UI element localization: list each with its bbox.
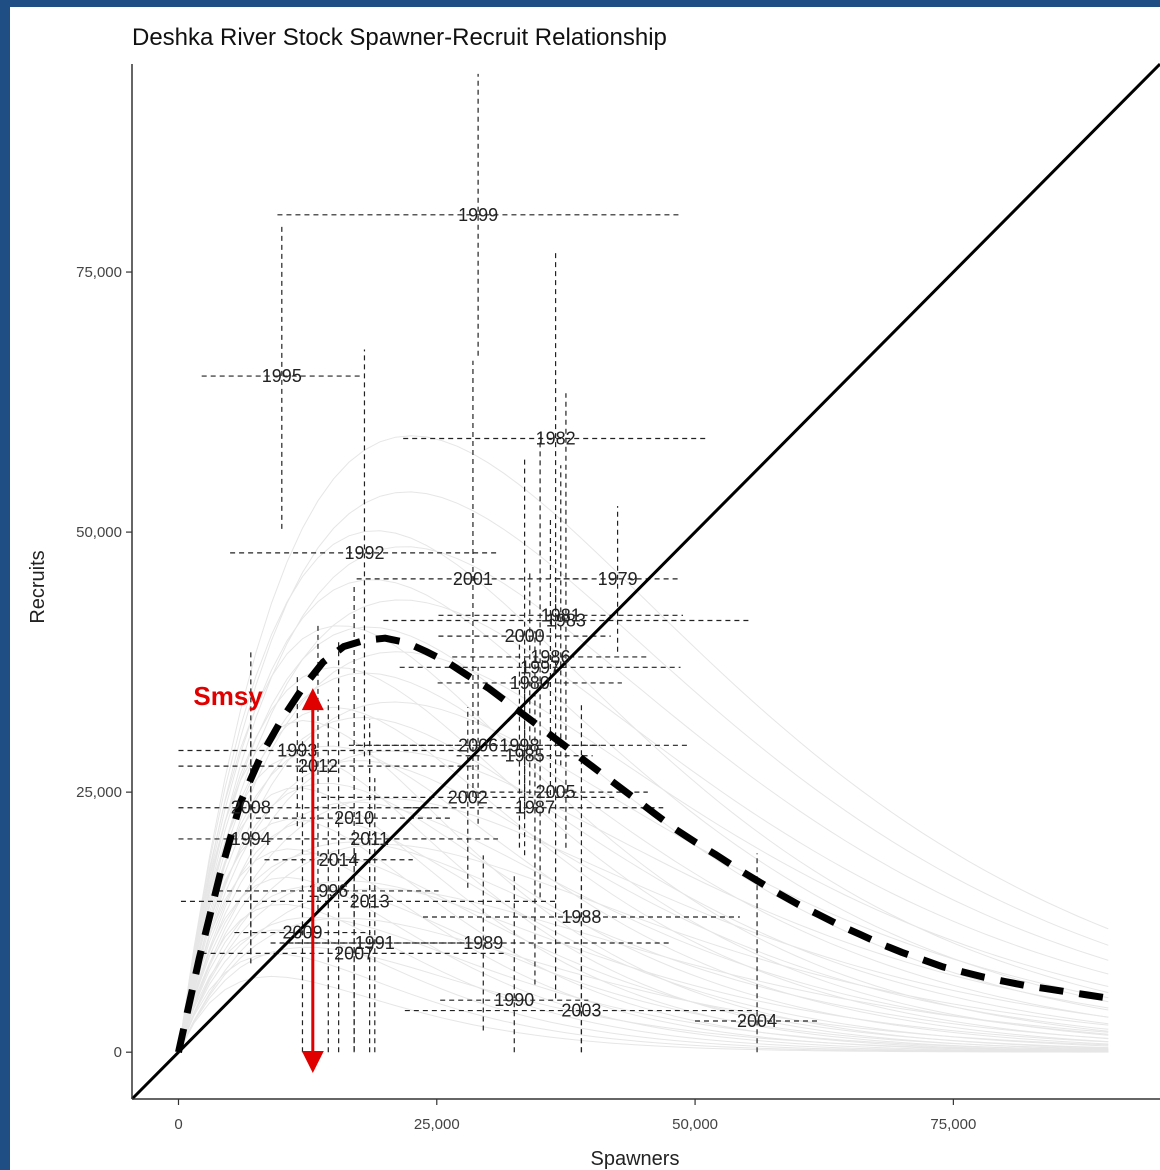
point-label-1990: 1990: [494, 990, 534, 1010]
posterior-curve: [178, 852, 1109, 1053]
chart-panel: Deshka River Stock Spawner-Recruit Relat…: [10, 7, 1160, 1170]
posterior-curve: [178, 946, 1109, 1053]
smsy-arrow-head-top: [301, 688, 324, 711]
point-label-2003: 2003: [561, 1001, 601, 1021]
posterior-curve: [178, 745, 1109, 1053]
point-label-2009: 2009: [282, 923, 322, 943]
point-label-2006: 2006: [458, 735, 498, 755]
y-tick-label: 50,000: [76, 524, 122, 541]
point-label-1988: 1988: [561, 907, 601, 927]
posterior-curve: [178, 885, 1109, 1053]
point-label-1982: 1982: [536, 428, 576, 448]
posterior-curve: [178, 880, 1109, 1053]
point-label-1992: 1992: [344, 543, 384, 563]
point-label-2005: 2005: [536, 782, 576, 802]
point-label-2012: 2012: [298, 756, 338, 776]
posterior-curve: [178, 546, 1109, 1053]
posterior-curve: [178, 701, 1109, 1053]
point-label-1987: 1987: [515, 798, 555, 818]
posterior-curve: [178, 750, 1109, 1053]
point-label-1983: 1983: [546, 611, 586, 631]
posterior-curve: [178, 530, 1109, 1053]
y-tick-label: 25,000: [76, 784, 122, 801]
posterior-curve: [178, 848, 1109, 1053]
point-label-1995: 1995: [262, 366, 302, 386]
posterior-curve: [178, 843, 1109, 1053]
point-label-2001: 2001: [453, 569, 493, 589]
posterior-curve: [178, 888, 1109, 1053]
chart-title: Deshka River Stock Spawner-Recruit Relat…: [132, 24, 667, 51]
point-label-2000: 2000: [505, 626, 545, 646]
point-label-2013: 2013: [350, 891, 390, 911]
x-tick-label: 25,000: [414, 1116, 460, 1133]
point-label-1980: 1980: [510, 673, 550, 693]
posterior-curve: [178, 876, 1109, 1053]
point-label-1994: 1994: [231, 829, 271, 849]
posterior-curve: [178, 706, 1109, 1053]
posterior-curve: [178, 716, 1109, 1053]
y-tick-label: 75,000: [76, 264, 122, 281]
point-label-2014: 2014: [319, 850, 359, 870]
posterior-curve: [178, 916, 1109, 1053]
spawner-recruit-chart: Deshka River Stock Spawner-Recruit Relat…: [27, 24, 1160, 1170]
replacement-line: [177, 62, 1160, 1054]
posterior-curve: [178, 435, 1109, 1053]
posterior-curve: [178, 783, 1109, 1053]
point-label-2004: 2004: [737, 1011, 777, 1031]
point-label-1985: 1985: [505, 746, 545, 766]
point-label-2008: 2008: [231, 798, 271, 818]
x-tick-label: 75,000: [930, 1116, 976, 1133]
point-label-2010: 2010: [334, 808, 374, 828]
point-label-1997: 1997: [520, 657, 560, 677]
posterior-curve: [178, 818, 1109, 1053]
posterior-curve: [178, 491, 1109, 1053]
point-label-2011: 2011: [350, 829, 389, 849]
point-label-1993: 1993: [277, 741, 317, 761]
point-label-1996: 1996: [308, 881, 348, 901]
y-axis-title: Recruits: [27, 550, 49, 623]
smsy-label: Smsy: [193, 681, 263, 711]
x-tick-label: 0: [174, 1116, 182, 1133]
point-label-2007: 2007: [334, 943, 374, 963]
x-axis-title: Spawners: [591, 1148, 680, 1170]
posterior-curve: [178, 599, 1109, 1053]
point-label-1981: 1981: [541, 605, 581, 625]
posterior-curve: [178, 666, 1109, 1053]
replacement-line-tail: [130, 1051, 180, 1101]
posterior-curve: [178, 903, 1109, 1053]
point-label-1999: 1999: [458, 205, 498, 225]
y-tick-label: 0: [114, 1044, 122, 1061]
point-label-1986: 1986: [530, 647, 570, 667]
x-tick-label: 50,000: [672, 1116, 718, 1133]
point-label-1989: 1989: [463, 933, 503, 953]
posterior-curve: [178, 841, 1109, 1053]
point-label-1979: 1979: [598, 569, 638, 589]
point-label-1998: 1998: [499, 735, 539, 755]
smsy-arrow-head-bottom: [301, 1050, 324, 1073]
posterior-curve: [178, 651, 1109, 1053]
posterior-curve: [178, 672, 1109, 1053]
point-label-1991: 1991: [355, 933, 395, 953]
posterior-curve: [178, 917, 1109, 1053]
point-label-2002: 2002: [448, 787, 488, 807]
